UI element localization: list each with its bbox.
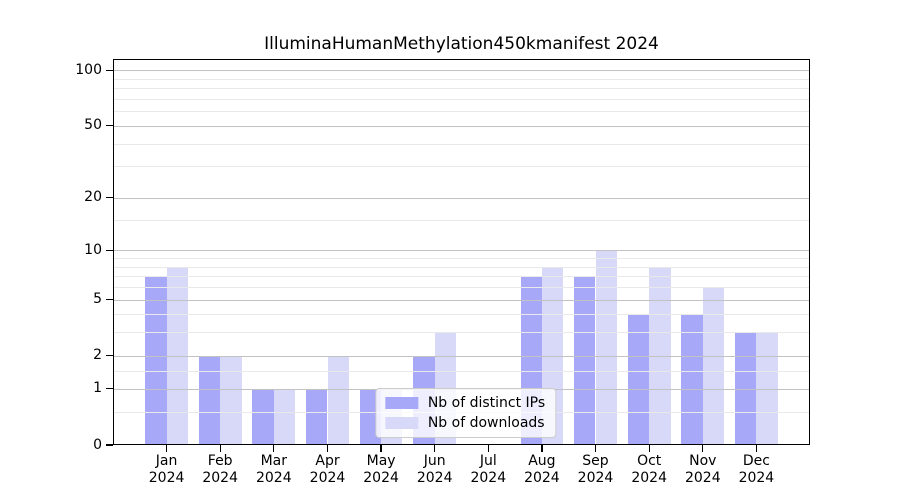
x-tick-label-jul: Jul 2024	[470, 453, 507, 486]
legend-row-downloads: Nb of downloads	[384, 414, 545, 431]
bar-nb-of-downloads-feb	[220, 355, 242, 445]
bar-nb-of-distinct-ips-apr	[306, 388, 328, 445]
legend-label-distinct-ips: Nb of distinct IPs	[427, 394, 546, 411]
bar-nb-of-distinct-ips-jan	[145, 276, 167, 445]
minor-gridline	[113, 370, 810, 372]
y-tick-mark	[106, 197, 113, 199]
minor-gridline	[113, 287, 810, 288]
x-tick-label-feb: Feb 2024	[202, 453, 238, 486]
y-tick-mark	[106, 298, 113, 301]
legend-row-distinct-ips: Nb of distinct IPs	[384, 394, 546, 411]
y-tick-label: 10	[84, 241, 102, 258]
x-tick-label-dec: Dec 2024	[738, 453, 775, 486]
y-tick-label: 50	[84, 117, 102, 134]
bar-nb-of-downloads-apr	[327, 355, 349, 445]
x-tick-label-nov: Nov 2024	[684, 453, 721, 486]
y-tick-mark	[106, 444, 113, 446]
bar-nb-of-distinct-ips-feb	[198, 355, 221, 445]
y-tick-mark	[106, 125, 113, 127]
x-tick-mark	[273, 445, 275, 452]
legend-swatch-downloads-icon	[384, 416, 418, 429]
x-tick-label-sep: Sep 2024	[577, 453, 614, 486]
minor-gridline	[113, 143, 810, 145]
major-gridline	[113, 250, 810, 252]
minor-gridline	[113, 78, 810, 80]
bar-nb-of-distinct-ips-sep	[574, 276, 596, 445]
bar-nb-of-distinct-ips-mar	[252, 388, 274, 445]
y-tick-label: 1	[93, 380, 102, 397]
legend-label-downloads: Nb of downloads	[427, 414, 545, 431]
y-tick-label: 2	[93, 347, 102, 364]
x-tick-mark	[487, 445, 489, 452]
y-tick-mark	[106, 355, 113, 357]
y-tick-mark	[106, 69, 113, 71]
y-tick-mark	[106, 388, 113, 390]
x-tick-mark	[219, 445, 221, 452]
x-tick-label-jan: Jan 2024	[148, 453, 185, 486]
x-tick-mark	[326, 445, 329, 452]
x-tick-mark	[755, 445, 758, 452]
bar-nb-of-downloads-sep	[595, 250, 617, 445]
x-tick-mark	[165, 445, 168, 452]
chart-title: IlluminaHumanMethylation450kmanifest 202…	[264, 34, 659, 54]
legend-swatch-distinct-ips-icon	[384, 396, 418, 409]
minor-gridline	[113, 266, 810, 268]
y-tick-label: 20	[84, 189, 102, 206]
minor-gridline	[113, 258, 810, 259]
minor-gridline	[113, 166, 810, 168]
bar-nb-of-distinct-ips-oct	[627, 314, 650, 445]
minor-gridline	[113, 276, 810, 278]
minor-gridline	[113, 98, 810, 100]
major-gridline	[113, 70, 810, 72]
y-tick-mark	[106, 249, 113, 251]
x-tick-label-apr: Apr 2024	[309, 453, 346, 486]
x-tick-mark	[434, 445, 436, 452]
minor-gridline	[113, 88, 810, 90]
x-tick-label-mar: Mar 2024	[255, 453, 292, 486]
x-tick-mark	[541, 445, 543, 452]
minor-gridline	[113, 111, 810, 113]
major-gridline	[113, 355, 810, 357]
x-tick-mark	[702, 445, 704, 452]
bar-nb-of-downloads-mar	[273, 388, 296, 445]
x-tick-label-oct: Oct 2024	[631, 453, 667, 486]
bar-nb-of-distinct-ips-nov	[681, 314, 703, 445]
minor-gridline	[113, 332, 810, 334]
y-tick-label: 5	[93, 291, 102, 307]
x-tick-label-aug: Aug 2024	[524, 453, 560, 486]
minor-gridline	[113, 314, 810, 316]
minor-gridline	[113, 219, 810, 221]
legend: Nb of distinct IPs Nb of downloads	[374, 388, 557, 438]
y-tick-label: 100	[75, 61, 102, 78]
bar-nb-of-downloads-nov	[702, 287, 725, 445]
x-tick-mark	[380, 445, 382, 452]
major-gridline	[113, 299, 810, 301]
x-tick-mark	[648, 445, 650, 452]
major-gridline	[113, 197, 810, 199]
x-tick-label-jun: Jun 2024	[416, 453, 453, 486]
plot-area: Nb of distinct IPs Nb of downloads	[113, 59, 810, 445]
major-gridline	[113, 125, 810, 127]
x-tick-mark	[594, 445, 597, 452]
y-tick-label: 0	[93, 436, 102, 453]
x-tick-label-may: May 2024	[363, 453, 399, 486]
